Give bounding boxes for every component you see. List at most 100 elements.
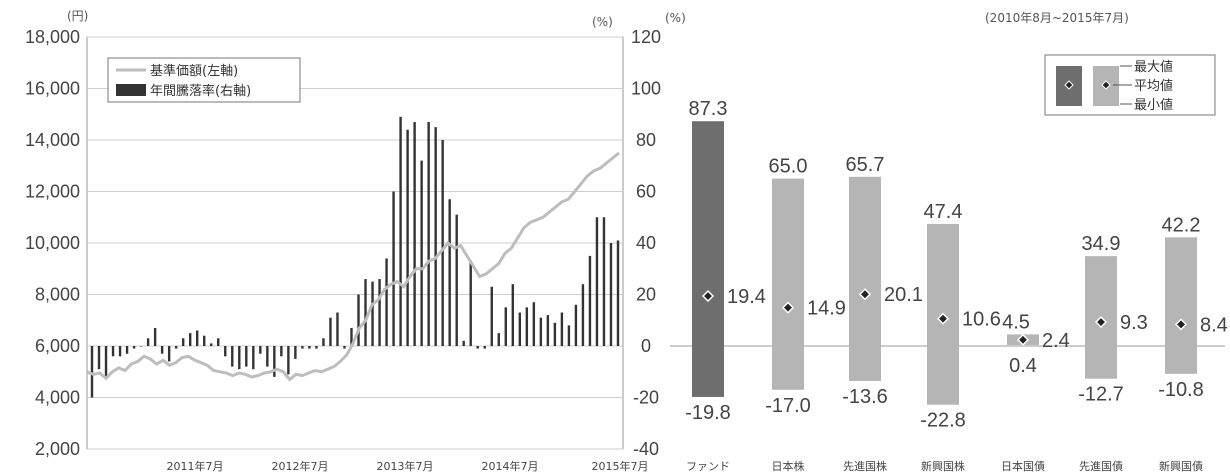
left-tick-label: 8,000 — [35, 285, 80, 305]
return-bar — [560, 312, 564, 346]
left-unit-label: (円) — [67, 9, 88, 23]
x-tick-label: 2012年7月 — [272, 459, 329, 473]
avg-value-label: 14.9 — [807, 298, 846, 320]
return-bar — [125, 346, 129, 354]
return-bar — [266, 346, 269, 367]
left-tick-label: 16,000 — [25, 79, 80, 99]
return-bar — [462, 340, 465, 346]
return-bar — [553, 322, 557, 346]
return-bar — [224, 346, 227, 357]
return-bar — [434, 127, 437, 346]
return-bar — [616, 240, 620, 346]
range-bar — [1165, 237, 1197, 374]
category-label: 新興国株 — [921, 459, 965, 473]
return-bar — [602, 217, 606, 346]
left-tick-label: 18,000 — [25, 27, 80, 47]
return-bar — [525, 307, 529, 346]
return-bar — [329, 317, 332, 346]
right-chart-period: (2010年8月~2015年7月) — [985, 11, 1129, 25]
range-bar — [692, 121, 724, 397]
return-bar — [420, 160, 423, 346]
max-value-label: 65.7 — [846, 154, 885, 176]
left-tick-label: 2,000 — [35, 439, 80, 459]
return-bar — [588, 255, 592, 346]
right-tick-label: 120 — [631, 27, 661, 47]
return-bar — [427, 121, 430, 346]
avg-value-label: 20.1 — [884, 284, 923, 306]
return-bar — [160, 346, 164, 354]
avg-value-label: 10.6 — [962, 309, 1001, 331]
return-bar — [378, 279, 381, 346]
min-value-label: -19.8 — [685, 402, 731, 424]
return-bar — [413, 121, 416, 346]
legend-bar-swatch — [116, 84, 146, 96]
return-bar — [441, 140, 444, 346]
legend-index-diamond — [1101, 80, 1111, 90]
max-value-label: 42.2 — [1162, 214, 1201, 236]
average-marker — [1174, 318, 1188, 331]
average-marker — [936, 312, 950, 325]
return-bar — [581, 284, 585, 346]
return-bar — [259, 346, 262, 354]
min-value-label: -12.7 — [1078, 384, 1124, 406]
right-legend: 最大値 平均値 最小値 — [1044, 54, 1216, 116]
return-bar — [210, 343, 213, 346]
right-chart-unit: (%) — [665, 11, 686, 25]
min-value-label: -17.0 — [765, 395, 811, 417]
category-label: 日本国債 — [1001, 459, 1045, 473]
left-chart: (円) (%) 2,000 4,000 6,000 8,000 10,000 12,000… — [25, 9, 661, 473]
return-bar — [132, 346, 136, 349]
return-bar — [167, 346, 171, 362]
return-bar — [308, 346, 311, 349]
min-value-label: -22.8 — [920, 410, 966, 432]
return-bar — [532, 302, 536, 346]
legend-fund-diamond — [1064, 80, 1074, 90]
right-tick-label: 80 — [636, 130, 656, 150]
max-value-label: 65.0 — [769, 156, 808, 178]
return-bar — [188, 333, 192, 346]
x-tick-label: 2014年7月 — [482, 459, 539, 473]
return-bar — [287, 346, 290, 375]
return-bar — [399, 116, 402, 346]
average-marker — [1094, 315, 1108, 329]
left-tick-label: 12,000 — [25, 182, 80, 202]
min-value-label: 0.4 — [1009, 355, 1037, 377]
return-bar — [153, 327, 157, 346]
return-bar — [245, 346, 248, 367]
return-bar — [238, 346, 241, 370]
return-bar — [315, 346, 318, 349]
average-marker — [858, 288, 872, 301]
return-bar — [273, 346, 276, 377]
left-legend: 基準価額(左軸) 年間騰落率(右軸) — [107, 57, 301, 103]
category-label: 新興国債 — [1159, 459, 1203, 473]
right-tick-label: -40 — [633, 439, 659, 459]
left-tick-label: 14,000 — [25, 130, 80, 150]
right-unit-label: (%) — [592, 15, 613, 29]
return-bar — [118, 346, 122, 357]
max-value-label: 47.4 — [924, 201, 963, 223]
return-bar — [280, 346, 283, 357]
right-tick-label: 100 — [631, 79, 661, 99]
right-tick-label: 20 — [636, 285, 656, 305]
legend-label-price: 基準価額(左軸) — [150, 63, 238, 79]
return-bar — [322, 338, 325, 346]
price-line — [86, 151, 620, 382]
min-value-label: -10.8 — [1158, 379, 1204, 401]
x-tick-label: 2015年7月 — [592, 459, 649, 473]
return-bar — [252, 346, 255, 370]
max-value-label: 87.3 — [689, 98, 728, 120]
return-bar — [469, 261, 472, 346]
return-bar — [217, 338, 220, 346]
max-value-label: 34.9 — [1082, 233, 1121, 255]
return-bar — [181, 338, 185, 346]
return-bar — [294, 346, 297, 359]
return-bar — [364, 279, 367, 346]
return-bar — [301, 346, 304, 349]
return-bar — [518, 312, 522, 346]
return-bar — [504, 307, 507, 346]
legend-max-label: 最大値 — [1134, 59, 1173, 75]
right-tick-label: 60 — [636, 182, 656, 202]
avg-value-label: 8.4 — [1200, 314, 1228, 336]
return-bar — [490, 286, 493, 346]
